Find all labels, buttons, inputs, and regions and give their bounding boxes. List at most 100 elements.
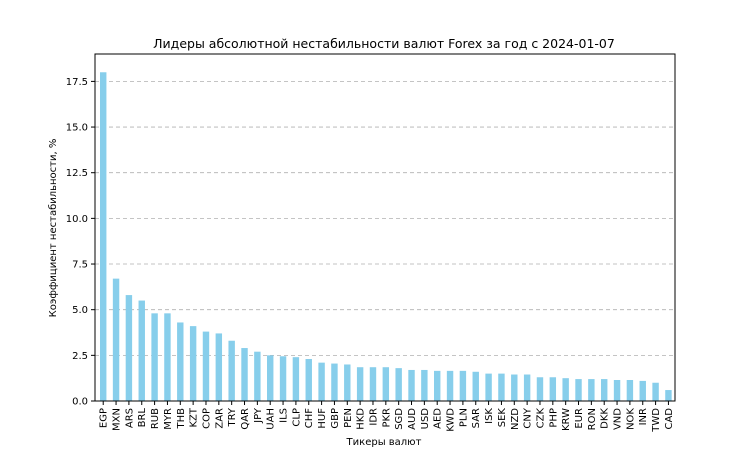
bar-aed <box>433 370 441 401</box>
x-tick-label: ILS <box>279 408 290 423</box>
x-tick-label: HKD <box>356 408 367 430</box>
x-tick-label: SEK <box>497 408 508 428</box>
x-tick-label: KWD <box>446 408 457 432</box>
bar-krw <box>562 378 569 401</box>
x-tick-label: EUR <box>574 408 585 429</box>
x-tick-label: SAR <box>471 408 482 428</box>
bars <box>100 72 672 402</box>
bar-clp <box>292 357 300 401</box>
y-tick-label: 2.5 <box>72 351 88 362</box>
bar-qar <box>241 348 248 401</box>
bar-kzt <box>189 326 197 401</box>
bar-cop <box>202 331 210 401</box>
bar-sar <box>472 371 479 401</box>
y-ticks: 0.0 2.5 5.0 7.5 10.0 12.5 15.0 17.5 <box>66 77 95 408</box>
x-tick-label: AED <box>433 408 444 429</box>
bar-dkk <box>600 379 608 401</box>
bar-myr <box>164 313 171 401</box>
bar-uah <box>266 355 274 401</box>
x-tick-label: EGP <box>99 408 110 428</box>
x-tick-label: GBP <box>330 408 341 429</box>
bar-brl <box>138 300 145 401</box>
x-tick-label: ISK <box>484 408 495 424</box>
bar-twd <box>652 382 659 401</box>
x-tick-label: PHP <box>548 408 559 428</box>
x-tick-label: TWD <box>651 408 662 433</box>
x-tick-label: PEN <box>343 408 354 428</box>
bar-cad <box>665 390 672 401</box>
x-tick-label: QAR <box>240 408 251 430</box>
bar-gbp <box>331 363 338 401</box>
y-axis-label: Коэффициент нестабильности, % <box>48 139 59 318</box>
x-tick-label: CZK <box>535 408 546 429</box>
bar-ars <box>125 295 133 401</box>
x-tick-label: MYR <box>163 408 174 430</box>
x-tick-label: RUB <box>150 408 161 429</box>
bar-zar <box>215 333 223 401</box>
x-tick-label: PLN <box>458 408 469 427</box>
y-tick-label: 0.0 <box>72 397 88 408</box>
bar-pkr <box>382 367 390 401</box>
x-tick-label: COP <box>201 408 212 429</box>
x-tick-label: MXN <box>112 408 123 431</box>
x-ticks: EGP MXN ARS BRL RUB MYR THB KZT COP ZAR TRY QAR JPY U… <box>99 401 675 433</box>
grid-lines <box>95 80 675 402</box>
x-tick-label: CHF <box>304 408 315 429</box>
bar-rub <box>151 313 158 401</box>
x-tick-label: CNY <box>523 407 534 428</box>
x-tick-label: INR <box>638 408 649 425</box>
x-tick-label: USD <box>420 408 431 430</box>
bar-isk <box>485 373 492 401</box>
bar-egp <box>100 72 107 402</box>
y-tick-label: 5.0 <box>72 305 88 316</box>
bar-ils <box>279 356 287 401</box>
x-tick-label: KRW <box>561 408 572 431</box>
bar-ron <box>588 379 595 401</box>
bar-sek <box>498 373 505 401</box>
bar-aud <box>408 369 415 401</box>
x-tick-label: ARS <box>124 408 135 428</box>
plot-frame <box>94 53 676 402</box>
bar-mxn <box>112 278 120 401</box>
x-axis-label: Тикеры валют <box>346 437 422 448</box>
bar-cny <box>523 374 531 401</box>
bar-eur <box>575 379 582 401</box>
y-tick-label: 7.5 <box>72 260 88 271</box>
bar-inr <box>639 380 646 401</box>
bar-huf <box>318 362 325 401</box>
y-tick-label: 12.5 <box>66 168 88 179</box>
x-tick-label: NOK <box>625 408 636 430</box>
x-tick-label: DKK <box>600 408 611 429</box>
bar-usd <box>421 369 428 401</box>
chart-title: Лидеры абсолютной нестабильности валют F… <box>153 36 615 51</box>
bar-jpy <box>254 351 261 401</box>
x-tick-label: CLP <box>291 408 302 427</box>
bar-vnd <box>613 379 621 401</box>
x-tick-label: KZT <box>189 407 200 427</box>
bar-try <box>228 340 235 401</box>
bar-sgd <box>395 368 402 401</box>
y-tick-label: 15.0 <box>66 123 88 134</box>
x-tick-label: HUF <box>317 408 328 429</box>
y-tick-label: 10.0 <box>66 214 88 225</box>
bar-kwd <box>446 370 454 401</box>
bar-php <box>549 377 557 401</box>
x-tick-label: ZAR <box>214 408 225 429</box>
bar-nok <box>626 379 634 401</box>
x-tick-label: UAH <box>266 408 277 430</box>
x-tick-label: SGD <box>394 408 405 430</box>
x-tick-label: VND <box>613 408 624 430</box>
x-tick-label: RON <box>587 408 598 430</box>
bar-pen <box>344 364 351 401</box>
x-tick-label: PKR <box>381 408 392 428</box>
bar-thb <box>177 322 184 401</box>
x-tick-label: NZD <box>510 408 521 430</box>
bar-czk <box>536 377 544 401</box>
x-tick-label: BRL <box>137 408 148 428</box>
x-tick-label: TRY <box>227 407 238 427</box>
bar-idr <box>369 367 377 401</box>
x-tick-label: JPY <box>253 407 264 424</box>
x-tick-label: CAD <box>664 408 675 430</box>
bar-hkd <box>356 367 364 401</box>
